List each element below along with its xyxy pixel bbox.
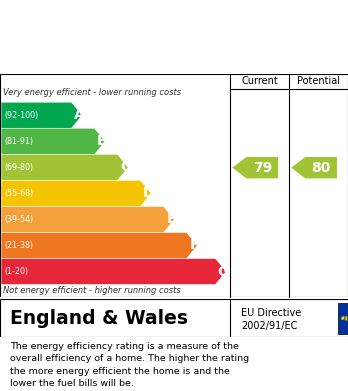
Text: ★: ★: [340, 316, 344, 321]
Text: Potential: Potential: [297, 76, 340, 86]
Text: (55-68): (55-68): [5, 189, 34, 198]
Text: ★: ★: [341, 315, 345, 320]
Text: B: B: [97, 134, 108, 148]
Text: G: G: [217, 264, 229, 278]
Text: (92-100): (92-100): [5, 111, 39, 120]
Text: (39-54): (39-54): [5, 215, 34, 224]
Polygon shape: [1, 155, 128, 180]
Text: ★: ★: [344, 317, 348, 321]
Text: (1-20): (1-20): [5, 267, 29, 276]
Text: England & Wales: England & Wales: [10, 309, 188, 328]
Text: Energy Efficiency Rating: Energy Efficiency Rating: [10, 45, 239, 63]
Text: E: E: [166, 212, 176, 226]
Bar: [338, 303, 348, 334]
Text: F: F: [189, 239, 199, 253]
Polygon shape: [1, 259, 226, 284]
Text: (69-80): (69-80): [5, 163, 34, 172]
Text: 80: 80: [311, 161, 331, 175]
Polygon shape: [291, 157, 337, 178]
Polygon shape: [1, 102, 82, 128]
Text: Current: Current: [242, 76, 278, 86]
Text: EU Directive: EU Directive: [241, 308, 301, 317]
Text: A: A: [74, 108, 85, 122]
Text: C: C: [120, 160, 130, 174]
Text: 79: 79: [253, 161, 272, 175]
Text: Very energy efficient - lower running costs: Very energy efficient - lower running co…: [3, 88, 182, 97]
Polygon shape: [1, 207, 174, 232]
Polygon shape: [1, 129, 105, 154]
Text: (21-38): (21-38): [5, 241, 34, 250]
Text: (81-91): (81-91): [5, 137, 34, 146]
Polygon shape: [1, 181, 151, 206]
Text: D: D: [142, 187, 154, 200]
Text: The energy efficiency rating is a measure of the
overall efficiency of a home. T: The energy efficiency rating is a measur…: [10, 342, 250, 388]
Text: ★: ★: [344, 315, 348, 320]
Polygon shape: [1, 233, 197, 258]
Text: ★: ★: [341, 316, 345, 321]
Polygon shape: [232, 157, 278, 178]
Text: Not energy efficient - higher running costs: Not energy efficient - higher running co…: [3, 286, 181, 295]
Text: 2002/91/EC: 2002/91/EC: [241, 321, 297, 331]
